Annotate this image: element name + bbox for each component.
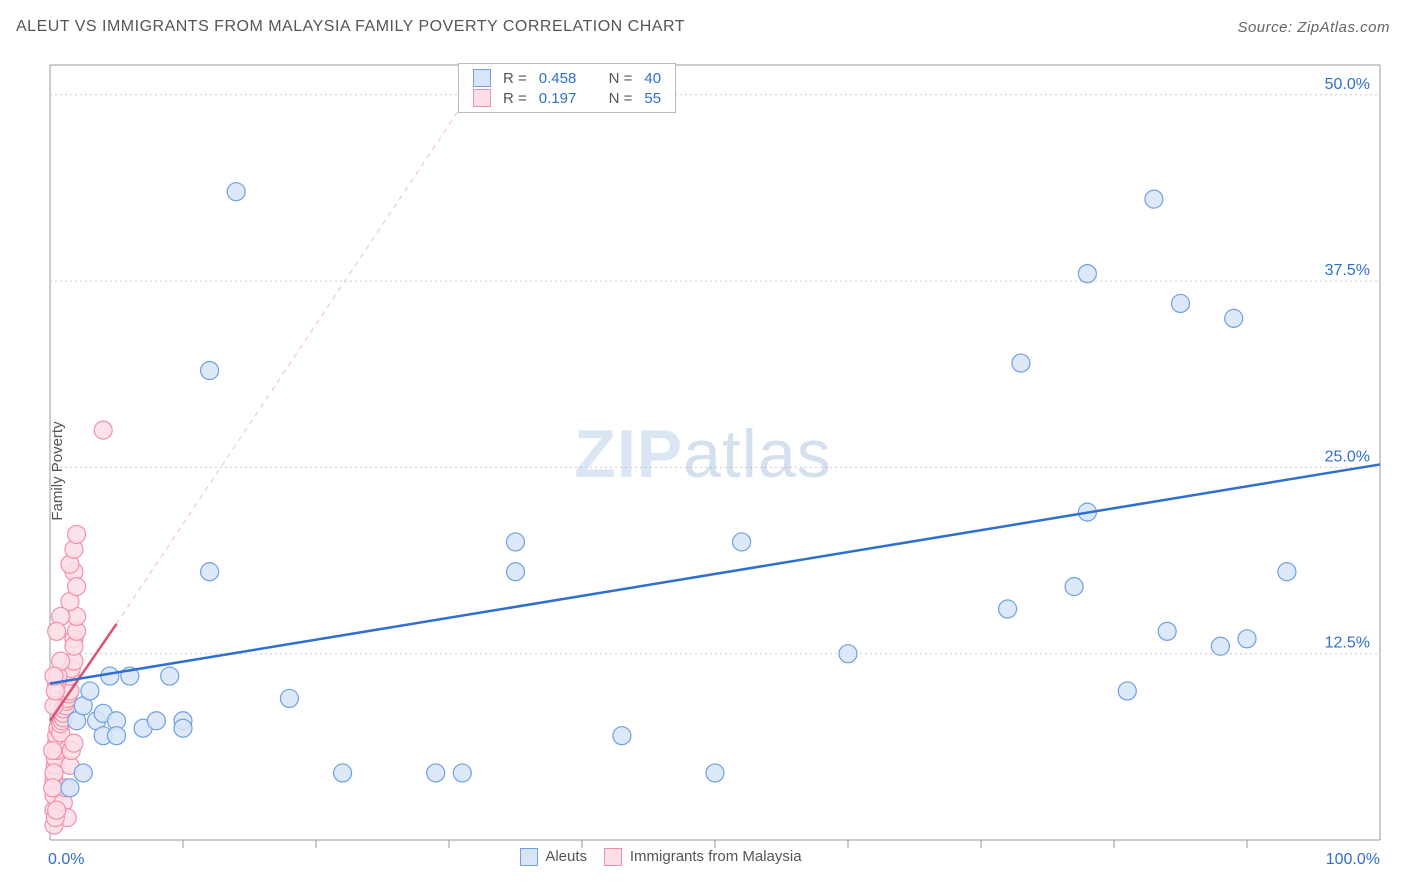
legend-swatch [604, 848, 622, 866]
chart-header: ALEUT VS IMMIGRANTS FROM MALAYSIA FAMILY… [16, 18, 1390, 36]
svg-text:25.0%: 25.0% [1325, 448, 1370, 465]
chart-source: Source: ZipAtlas.com [1237, 19, 1390, 36]
legend-row: R =0.197 N =55 [467, 88, 667, 108]
series-legend: Aleuts Immigrants from Malaysia [520, 848, 802, 866]
svg-text:0.0%: 0.0% [48, 851, 84, 868]
legend-row: R =0.458 N =40 [467, 68, 667, 88]
correlation-legend: R =0.458 N =40R =0.197 N =55 [458, 63, 676, 113]
legend-label: Aleuts [542, 848, 587, 865]
legend-swatch [473, 69, 491, 87]
y-axis-label: Family Poverty [49, 421, 66, 520]
legend-label: Immigrants from Malaysia [626, 848, 802, 865]
svg-text:12.5%: 12.5% [1325, 635, 1370, 652]
svg-text:37.5%: 37.5% [1325, 262, 1370, 279]
chart-title: ALEUT VS IMMIGRANTS FROM MALAYSIA FAMILY… [16, 18, 685, 36]
svg-text:50.0%: 50.0% [1325, 76, 1370, 93]
legend-swatch [520, 848, 538, 866]
scatter-plot: 12.5% 25.0% 37.5% 50.0% 0.0% 100.0% [0, 50, 1406, 892]
legend-swatch [473, 89, 491, 107]
svg-text:100.0%: 100.0% [1326, 851, 1380, 868]
plot-container: Family Poverty ZIPatlas 12.5%25.0%37.5%5… [0, 50, 1406, 892]
